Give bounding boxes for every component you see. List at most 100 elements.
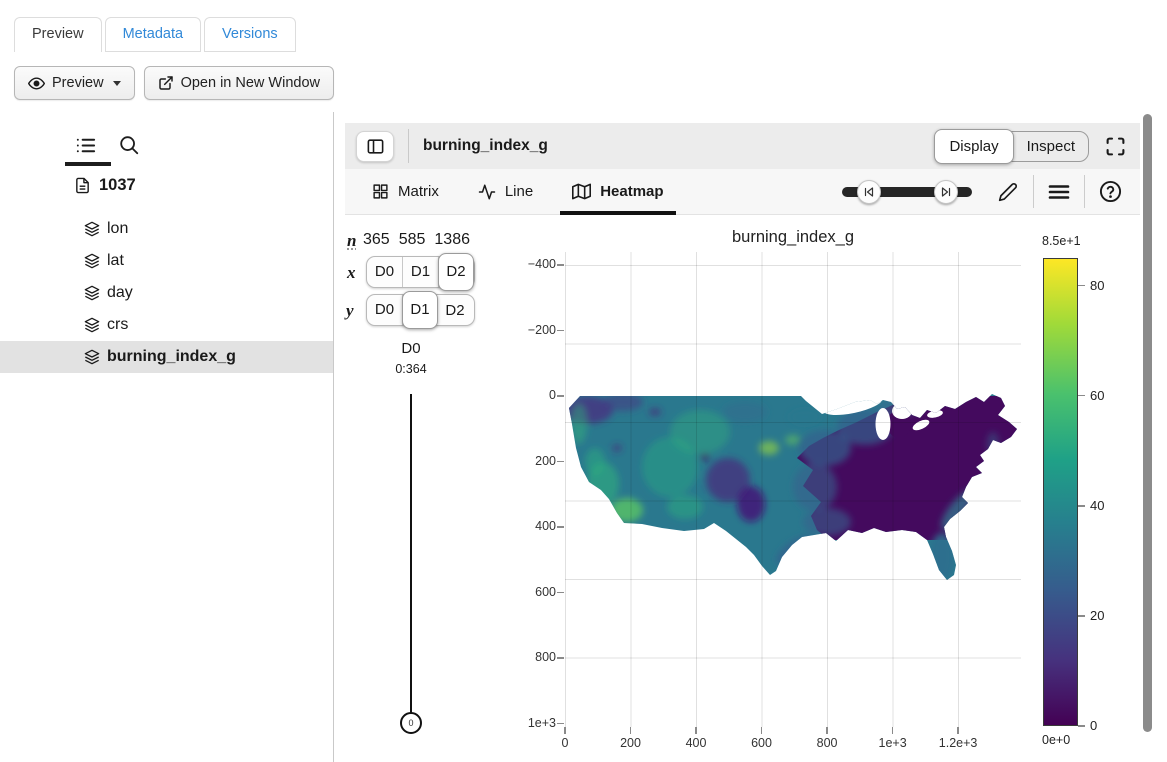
dims-sizes: 365 585 1386 [363, 231, 470, 249]
vertical-scrollbar[interactable] [1143, 114, 1152, 732]
y-tick-label: 1e+3 [527, 715, 556, 730]
layers-icon [84, 285, 100, 301]
search-icon[interactable] [114, 130, 144, 160]
layers-icon [84, 253, 100, 269]
vis-tab-label: Line [504, 183, 534, 200]
x-tick-mark [564, 727, 566, 734]
x-dim-d1-button[interactable]: D1 [403, 257, 439, 287]
tree-item-lat[interactable]: lat [0, 245, 333, 277]
y-dim-d2-button[interactable]: D2 [445, 301, 465, 319]
y-tick-mark [557, 460, 564, 463]
domain-slider-track[interactable] [842, 186, 972, 197]
dims-count-label: n [347, 231, 357, 250]
tree-item-label: lat [107, 252, 124, 269]
x-dim-d2-button-selected[interactable]: D2 [438, 253, 474, 291]
y-tick-label: 200 [535, 453, 556, 468]
tab-metadata[interactable]: Metadata [104, 17, 202, 52]
y-dimension-mapper: D0 D1 D2 [366, 291, 475, 329]
vis-tab-heatmap[interactable]: Heatmap [560, 169, 676, 215]
action-row: Preview Open in New Window [14, 66, 334, 100]
tab-versions[interactable]: Versions [204, 17, 296, 52]
colorbar-tick-label: 20 [1090, 607, 1105, 623]
preview-dropdown-label: Preview [52, 75, 104, 91]
header-divider [408, 129, 409, 163]
fullscreen-icon[interactable] [1105, 136, 1126, 157]
slicer-dim-label: D0 [401, 340, 421, 357]
y-tick-label: 600 [535, 584, 556, 599]
tree-view-icon[interactable] [70, 130, 100, 160]
colorbar-min-label: 0e+0 [1042, 733, 1071, 747]
help-icon[interactable] [1092, 180, 1128, 203]
dataset-title: burning_index_g [423, 137, 548, 154]
x-tick-label: 600 [751, 736, 772, 750]
y-tick-mark [557, 722, 564, 725]
sidebar-panel-icon [366, 137, 385, 156]
x-tick-label: 1e+3 [878, 736, 907, 750]
heatmap-canvas[interactable] [565, 252, 1021, 727]
y-dim-d1-button-selected[interactable]: D1 [402, 291, 438, 329]
toolbar-separator [1084, 175, 1085, 208]
tab-preview[interactable]: Preview [14, 17, 102, 52]
colorbar-tick-mark [1078, 505, 1085, 507]
vis-tab-matrix[interactable]: Matrix [360, 169, 451, 215]
tree-root-file[interactable]: 1037 [0, 168, 333, 203]
slicer-value: 0 [408, 718, 414, 728]
tree-item-burning-index-g[interactable]: burning_index_g [0, 341, 333, 373]
skip-back-icon [863, 186, 875, 198]
explorer-header [0, 112, 333, 168]
display-mode-button[interactable]: Display [934, 128, 1014, 164]
sidebar-toggle-button[interactable] [356, 130, 394, 162]
x-tick-mark [891, 727, 894, 734]
tree-item-lon[interactable]: lon [0, 213, 333, 245]
file-tab-bar: Preview Metadata Versions [14, 17, 299, 52]
vis-tab-line[interactable]: Line [466, 169, 545, 215]
colorbar-tick-mark [1078, 394, 1085, 397]
slicer-track[interactable] [410, 394, 412, 724]
colorbar-tick-mark [1078, 725, 1085, 727]
y-tick-mark [557, 591, 564, 594]
colorbar-tick-mark [1078, 615, 1085, 617]
layers-icon [84, 349, 100, 365]
open-new-window-button[interactable]: Open in New Window [143, 66, 334, 100]
file-text-icon [74, 177, 91, 194]
display-inspect-toggle: Display Inspect [934, 128, 1089, 164]
color-domain-slider[interactable] [842, 179, 972, 204]
layers-icon [84, 221, 100, 237]
plot-title: burning_index_g [731, 228, 855, 246]
tree-item-label: crs [107, 316, 129, 333]
y-tick-label: 800 [535, 650, 556, 665]
inspect-mode-button[interactable]: Inspect [1026, 137, 1075, 155]
y-dim-d0-button[interactable]: D0 [367, 295, 403, 325]
vis-toolbar: Matrix Line Heatmap [345, 169, 1140, 215]
edit-domain-icon[interactable] [990, 182, 1026, 202]
menu-icon[interactable] [1041, 180, 1077, 204]
x-dim-d0-button[interactable]: D0 [367, 257, 403, 287]
x-mapper-label: x [347, 263, 356, 282]
dataset-header: burning_index_g Display Inspect [345, 123, 1140, 169]
y-tick-mark [557, 329, 564, 332]
tree-item-crs[interactable]: crs [0, 309, 333, 341]
dim-size-0: 365 [363, 231, 390, 248]
x-tick-mark [695, 727, 697, 734]
domain-min-handle[interactable] [857, 179, 881, 204]
preview-dropdown-button[interactable]: Preview [14, 66, 135, 100]
x-tick-mark [629, 727, 632, 734]
slicer-handle[interactable]: 0 [400, 712, 422, 734]
colorbar-tick-label: 60 [1090, 387, 1105, 403]
colorbar-tick-label: 80 [1090, 277, 1105, 293]
x-tick-label: 200 [620, 736, 641, 750]
y-tick-mark [557, 526, 564, 528]
slicer-range-label: 0:364 [395, 362, 427, 376]
tree-item-day[interactable]: day [0, 277, 333, 309]
grid-icon [372, 183, 389, 200]
x-tick-label: 1.2e+3 [938, 736, 978, 750]
y-tick-mark [557, 264, 564, 266]
domain-max-handle[interactable] [934, 179, 958, 204]
tree-item-label: day [107, 284, 133, 301]
y-tick-label: −400 [527, 257, 556, 272]
dim-size-1: 585 [398, 231, 426, 248]
root-file-label: 1037 [99, 176, 136, 194]
open-new-window-label: Open in New Window [180, 75, 320, 91]
colorbar[interactable] [1043, 258, 1078, 726]
